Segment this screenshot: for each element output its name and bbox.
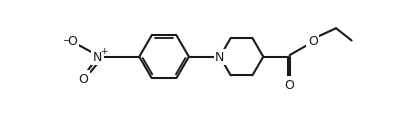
Text: −: − [62, 35, 70, 44]
Text: O: O [308, 35, 318, 48]
Text: N: N [93, 51, 102, 64]
Text: O: O [79, 72, 88, 85]
Text: O: O [284, 78, 294, 91]
Text: O: O [68, 35, 77, 48]
Text: +: + [100, 47, 107, 56]
Text: N: N [215, 51, 225, 64]
